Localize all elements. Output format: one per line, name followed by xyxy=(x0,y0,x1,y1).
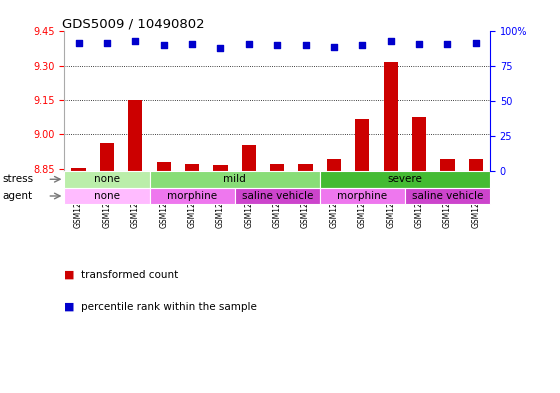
Text: none: none xyxy=(94,191,120,201)
Point xyxy=(386,38,395,44)
Point xyxy=(159,42,168,48)
Text: ■: ■ xyxy=(64,270,75,280)
Bar xyxy=(213,165,227,171)
Bar xyxy=(157,162,171,171)
FancyBboxPatch shape xyxy=(64,171,150,187)
Bar xyxy=(270,164,284,171)
Bar xyxy=(128,101,142,171)
FancyBboxPatch shape xyxy=(64,187,150,204)
Bar xyxy=(72,168,86,171)
FancyBboxPatch shape xyxy=(150,187,235,204)
Point xyxy=(358,42,367,48)
Text: none: none xyxy=(94,174,120,184)
FancyBboxPatch shape xyxy=(235,187,320,204)
Point xyxy=(188,41,197,47)
Text: saline vehicle: saline vehicle xyxy=(241,191,313,201)
Bar xyxy=(384,62,398,171)
Point xyxy=(131,38,140,44)
Text: stress: stress xyxy=(3,174,34,184)
Point xyxy=(301,42,310,48)
Bar xyxy=(355,119,370,171)
Bar xyxy=(469,159,483,171)
Text: ■: ■ xyxy=(64,301,75,312)
FancyBboxPatch shape xyxy=(150,171,320,187)
Text: GDS5009 / 10490802: GDS5009 / 10490802 xyxy=(62,17,205,30)
Point xyxy=(216,45,225,51)
Text: mild: mild xyxy=(223,174,246,184)
FancyBboxPatch shape xyxy=(320,171,490,187)
Point xyxy=(472,39,480,46)
Bar xyxy=(100,143,114,171)
Bar xyxy=(412,117,426,171)
Bar xyxy=(440,159,455,171)
Point xyxy=(273,42,282,48)
Point xyxy=(244,41,253,47)
Point xyxy=(443,41,452,47)
Text: transformed count: transformed count xyxy=(81,270,179,280)
Text: agent: agent xyxy=(3,191,33,201)
Bar xyxy=(242,145,256,171)
Bar xyxy=(298,164,312,171)
Point xyxy=(329,44,338,50)
Text: percentile rank within the sample: percentile rank within the sample xyxy=(81,301,257,312)
FancyBboxPatch shape xyxy=(320,187,405,204)
FancyBboxPatch shape xyxy=(405,187,490,204)
Text: morphine: morphine xyxy=(337,191,388,201)
Bar xyxy=(327,159,341,171)
Text: saline vehicle: saline vehicle xyxy=(412,191,483,201)
Text: morphine: morphine xyxy=(167,191,217,201)
Point xyxy=(74,39,83,46)
Point xyxy=(102,39,111,46)
Bar xyxy=(185,164,199,171)
Text: severe: severe xyxy=(388,174,422,184)
Point xyxy=(414,41,423,47)
